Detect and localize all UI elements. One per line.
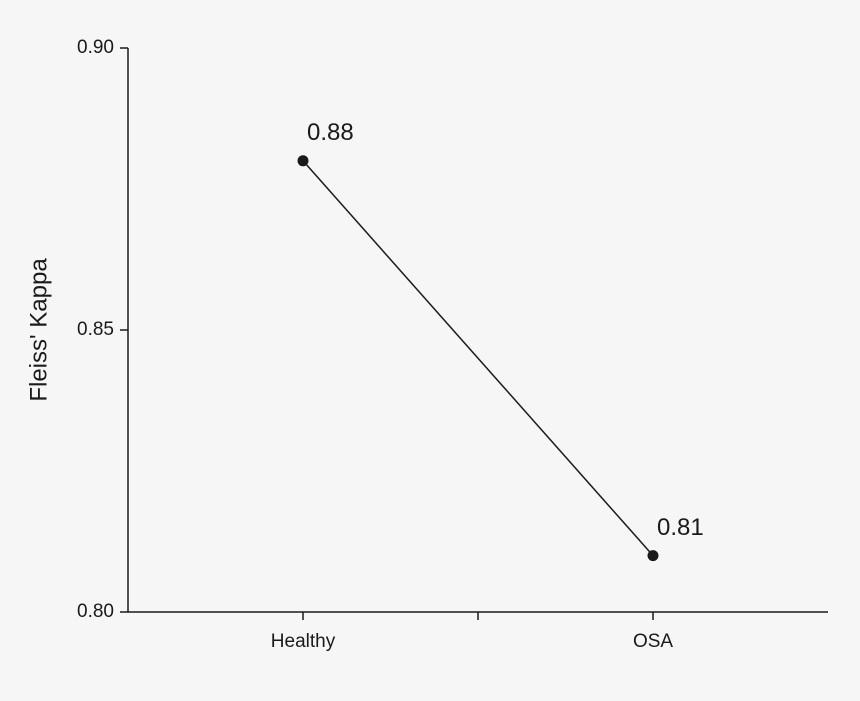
x-tick-label: Healthy bbox=[271, 631, 336, 652]
value-label: 0.88 bbox=[307, 119, 354, 146]
y-tick-label: 0.90 bbox=[77, 37, 114, 58]
x-tick-label: OSA bbox=[633, 631, 673, 652]
line bbox=[302, 160, 654, 557]
point bbox=[297, 155, 309, 167]
y-tick-label: 0.80 bbox=[77, 601, 114, 622]
value-label: 0.81 bbox=[657, 514, 704, 541]
y-axis-label: Fleiss' Kappa bbox=[25, 258, 52, 402]
point bbox=[647, 550, 659, 562]
y-tick-label: 0.85 bbox=[77, 319, 114, 340]
